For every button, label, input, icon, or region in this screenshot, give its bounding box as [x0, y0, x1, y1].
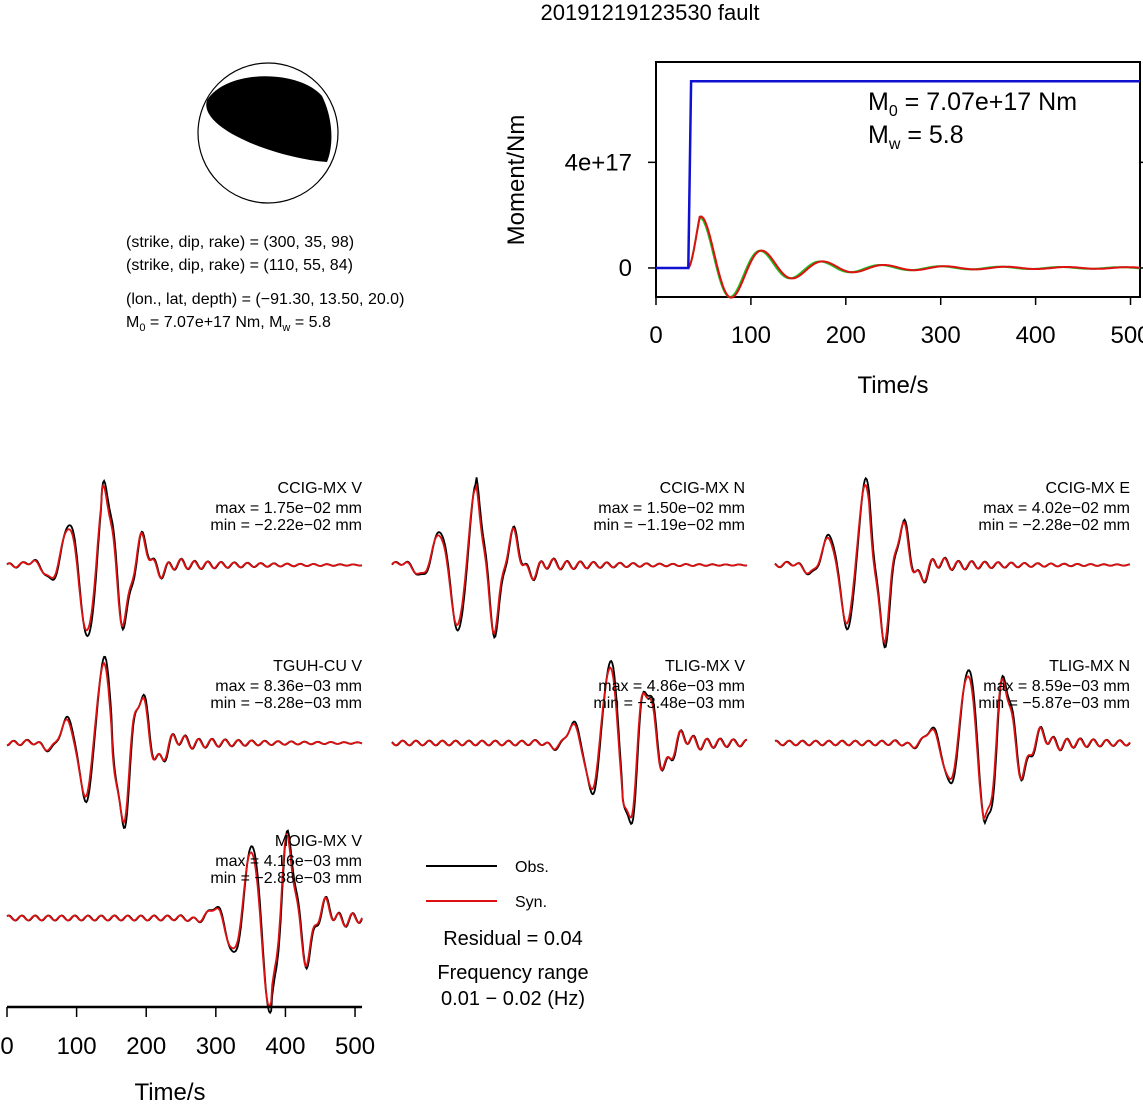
waveform-x-label: Time/s	[134, 1079, 205, 1104]
moment-x-tick-label: 300	[921, 322, 961, 349]
waveform-x-axis: 0 100 200 300 400 500	[0, 1005, 375, 1060]
moment-x-tick-label: 500	[1110, 322, 1143, 349]
trace-max-label: max = 4.86e−03 mm	[598, 678, 745, 695]
legend-obs-label: Obs.	[515, 859, 549, 876]
synthetic-trace	[6, 484, 363, 632]
frequency-range-value: 0.01 − 0.02 (Hz)	[441, 988, 585, 1010]
moment-y-axis: 0 4e+17	[565, 149, 1143, 282]
waveform-x-tick-label: 400	[265, 1033, 305, 1060]
synthetic-trace	[391, 483, 748, 635]
trace-max-label: max = 4.16e−03 mm	[215, 853, 362, 870]
trace-max-label: max = 8.36e−03 mm	[215, 678, 362, 695]
trace-max-label: max = 1.75e−02 mm	[215, 500, 362, 517]
station-label: TLIG-MX N	[1049, 658, 1130, 675]
mechanism-info: (strike, dip, rake) = (300, 35, 98) (str…	[126, 234, 404, 334]
legend-syn-label: Syn.	[515, 894, 547, 911]
cumulative-moment-curve	[656, 80, 1140, 270]
trace-min-label: min = −2.22e−02 mm	[210, 517, 362, 534]
station-label: MOIG-MX V	[275, 833, 362, 850]
frequency-range-label: Frequency range	[437, 962, 588, 984]
moment-panel: 0 100 200 300 400 500 0 4e+17 Moment/Nm Time/s…	[503, 61, 1143, 399]
moment-y-tick-label: 0	[619, 255, 632, 282]
waveform-x-tick-label: 300	[196, 1033, 236, 1060]
trace-min-label: min = −2.28e−02 mm	[978, 517, 1130, 534]
waveform-x-tick-label: 500	[335, 1033, 375, 1060]
moment-frame	[655, 61, 1141, 298]
moment-x-tick-label: 200	[826, 322, 866, 349]
waveform-x-tick-label: 100	[57, 1033, 97, 1060]
nodal-plane-1: (strike, dip, rake) = (300, 35, 98)	[126, 234, 354, 251]
source-moment: M0 = 7.07e+17 Nm, Mw = 5.8	[126, 314, 331, 334]
nodal-plane-2: (strike, dip, rake) = (110, 55, 84)	[126, 257, 353, 274]
synthetic-trace	[6, 661, 363, 825]
trace-min-label: min = −2.88e−03 mm	[210, 870, 362, 887]
moment-rate-curve-green	[656, 216, 1141, 299]
beach-ball-compression	[206, 76, 332, 162]
station-label: CCIG-MX N	[660, 480, 745, 497]
station-label: CCIG-MX E	[1046, 480, 1130, 497]
moment-x-tick-label: 400	[1016, 322, 1056, 349]
source-location: (lon., lat, depth) = (−91.30, 13.50, 20.…	[126, 291, 404, 308]
beach-ball	[197, 62, 339, 204]
moment-rate-curve-red	[656, 215, 1140, 299]
moment-curves	[656, 80, 1141, 299]
waveform-x-tick-label: 0	[0, 1033, 13, 1060]
moment-x-label: Time/s	[857, 372, 928, 399]
figure-title: 20191219123530 fault	[541, 0, 760, 25]
station-label: TGUH-CU V	[273, 658, 362, 675]
trace-max-label: max = 4.02e−02 mm	[983, 500, 1130, 517]
synthetic-trace	[391, 666, 748, 819]
station-label: CCIG-MX V	[278, 480, 363, 497]
station-label: TLIG-MX V	[665, 658, 745, 675]
moment-y-tick-label: 4e+17	[565, 149, 632, 176]
moment-mw-annotation: Mw = 5.8	[868, 121, 964, 153]
residual-text: Residual = 0.04	[443, 928, 583, 950]
synthetic-trace	[6, 832, 363, 1008]
moment-x-tick-label: 100	[731, 322, 771, 349]
trace-min-label: min = −3.48e−03 mm	[593, 695, 745, 712]
trace-max-label: max = 8.59e−03 mm	[983, 678, 1130, 695]
trace-min-label: min = −5.87e−03 mm	[978, 695, 1130, 712]
trace-min-label: min = −8.28e−03 mm	[210, 695, 362, 712]
trace-max-label: max = 1.50e−02 mm	[598, 500, 745, 517]
waveform-x-tick-label: 200	[126, 1033, 166, 1060]
moment-x-tick-label: 0	[649, 322, 662, 349]
synthetic-trace	[774, 675, 1131, 822]
moment-y-label: Moment/Nm	[503, 115, 530, 246]
legend: Obs. Syn.	[426, 859, 549, 911]
trace-min-label: min = −1.19e−02 mm	[593, 517, 745, 534]
moment-x-axis: 0 100 200 300 400 500	[649, 297, 1143, 349]
moment-m0-annotation: M0 = 7.07e+17 Nm	[868, 88, 1077, 120]
synthetic-trace	[774, 483, 1131, 645]
